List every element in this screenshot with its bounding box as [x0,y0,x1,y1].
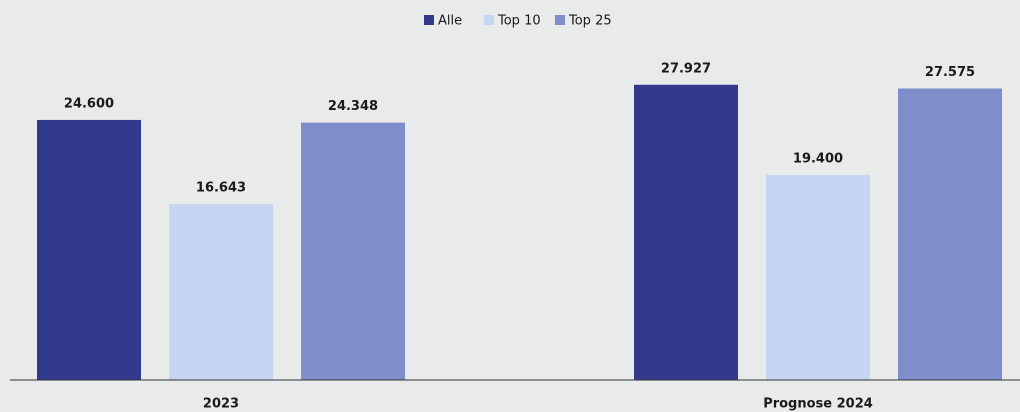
bar [37,119,141,380]
legend-swatch [555,15,565,25]
data-label: 27.927 [661,61,711,76]
data-label: 19.400 [793,151,843,166]
legend-label: Top 10 [497,14,541,29]
legend-swatch [424,15,434,25]
legend-label: Top 25 [568,14,612,29]
x-tick-label: Prognose 2024 [763,397,873,412]
bar [301,122,405,380]
data-label: 27.575 [925,65,975,80]
data-label: 24.348 [328,99,378,114]
bar [634,84,738,380]
bar [898,88,1002,380]
bar [766,174,870,380]
x-tick-label: 2023 [203,397,239,412]
data-label: 16.643 [196,181,246,196]
data-label: 24.600 [64,96,114,111]
legend-swatch [484,15,494,25]
legend-label: Alle [438,14,462,29]
bar [169,204,273,380]
